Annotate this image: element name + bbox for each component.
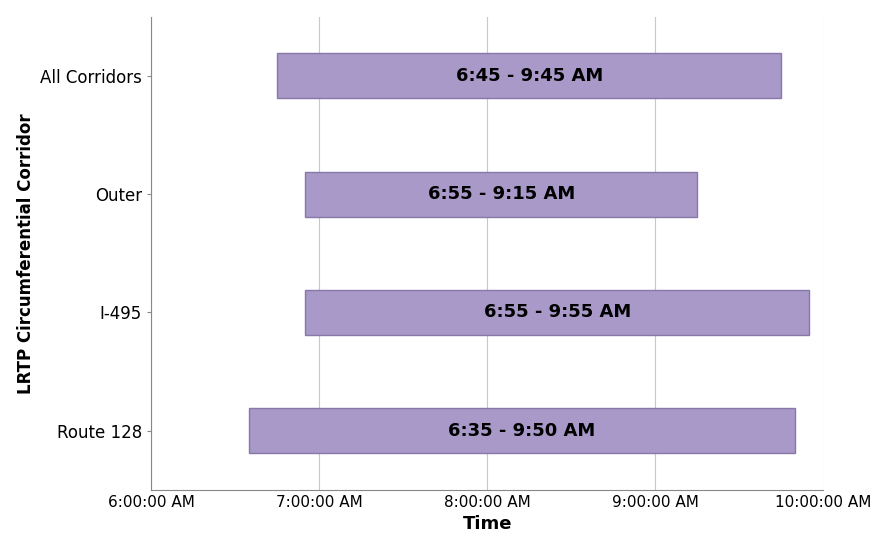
Text: 6:35 - 9:50 AM: 6:35 - 9:50 AM — [448, 422, 596, 440]
Bar — [305, 290, 809, 335]
Bar — [305, 172, 697, 217]
X-axis label: Time: Time — [463, 515, 511, 534]
Bar — [249, 408, 795, 453]
Y-axis label: LRTP Circumferential Corridor: LRTP Circumferential Corridor — [17, 113, 35, 394]
Text: 6:45 - 9:45 AM: 6:45 - 9:45 AM — [456, 67, 603, 85]
Bar — [277, 53, 781, 98]
Text: 6:55 - 9:55 AM: 6:55 - 9:55 AM — [484, 304, 630, 321]
Text: 6:55 - 9:15 AM: 6:55 - 9:15 AM — [427, 185, 575, 203]
